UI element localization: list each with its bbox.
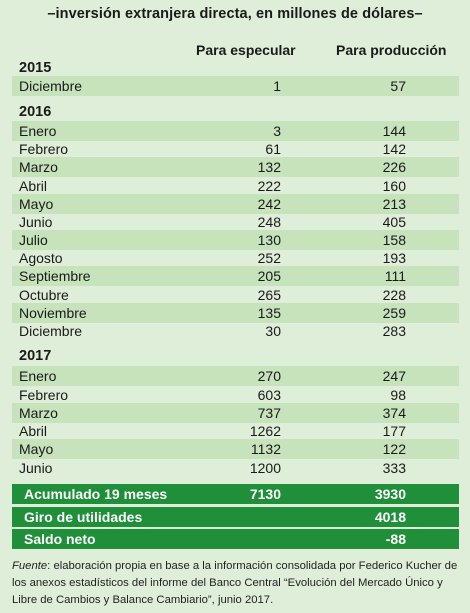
row-label: Junio [19,214,53,230]
row-label: Enero [19,123,57,139]
accumulated-label: Acumulado 19 meses [24,486,168,502]
speculate-value: 130 [257,232,281,248]
speculate-value: 3 [273,123,281,139]
speculate-value: 1200 [249,460,281,476]
production-value: 142 [382,141,406,157]
production-value: 57 [390,78,406,94]
source-prefix: Fuente [12,560,48,572]
net-balance-label: Saldo neto [24,531,96,547]
production-value: 144 [382,123,406,139]
production-value: 177 [382,423,406,439]
table-row: Mayo 1132 122 [12,439,459,459]
column-header-production: Para producción [336,42,447,58]
year-heading-2016: 2016 [19,104,52,120]
speculate-value: 242 [257,196,281,212]
table-row: Marzo 132 226 [12,157,459,177]
net-balance-value: -88 [385,531,406,547]
year-heading-2015: 2015 [19,60,52,76]
table-row: Febrero 603 98 [12,385,459,405]
production-value: 226 [382,159,406,175]
table-row: Abril 1262 177 [12,421,459,441]
row-label: Diciembre [19,78,83,94]
production-value: 158 [382,232,406,248]
table-row: Junio 248 405 [12,212,459,232]
table-row: Agosto 252 193 [12,248,459,268]
production-value: 374 [382,405,406,421]
production-value: 193 [382,250,406,266]
profits-value: 4018 [374,509,406,525]
table-row: Diciembre 30 283 [12,321,459,341]
row-label: Marzo [19,159,58,175]
table-row: Junio 1200 333 [12,458,459,478]
source-note: Fuente: elaboración propia en base a la … [12,558,462,609]
accumulated-row: Acumulado 19 meses 7130 3930 [12,484,459,504]
net-balance-row: Saldo neto -88 [12,529,459,549]
production-value: 259 [382,305,406,321]
column-header-speculate: Para especular [196,42,296,58]
speculate-value: 603 [257,387,281,403]
table-row: Enero 270 247 [12,366,459,386]
production-value: 98 [390,387,406,403]
production-value: 122 [382,441,406,457]
row-label: Agosto [19,250,63,266]
production-value: 247 [382,368,406,384]
speculate-value: 265 [257,287,281,303]
production-value: 333 [382,460,406,476]
speculate-value: 252 [257,250,281,266]
table-row: Abril 222 160 [12,176,459,196]
speculate-value: 1 [273,78,281,94]
row-label: Junio [19,460,53,476]
row-label: Abril [19,178,48,194]
profits-row: Giro de utilidades 4018 [12,507,459,527]
speculate-value: 205 [257,268,281,284]
year-heading-2017: 2017 [19,348,52,364]
table-row: Septiembre 205 111 [12,266,459,286]
speculate-value: 61 [265,141,281,157]
production-value: 213 [382,196,406,212]
row-label: Marzo [19,405,58,421]
speculate-value: 132 [257,159,281,175]
row-label: Julio [19,232,48,248]
production-value: 111 [384,268,406,284]
speculate-value: 248 [257,214,281,230]
table-row: Noviembre 135 259 [12,303,459,323]
production-value: 228 [382,287,406,303]
row-label: Octubre [19,287,69,303]
row-label: Enero [19,368,57,384]
row-label: Abril [19,423,48,439]
row-label: Febrero [19,387,69,403]
row-label: Diciembre [19,323,83,339]
table-row: Mayo 242 213 [12,194,459,214]
speculate-value: 222 [257,178,281,194]
row-label: Mayo [19,441,54,457]
speculate-value: 30 [265,323,281,339]
accumulated-production-value: 3930 [374,486,406,502]
row-label: Febrero [19,141,69,157]
production-value: 283 [382,323,406,339]
production-value: 160 [382,178,406,194]
row-label: Mayo [19,196,54,212]
row-label: Noviembre [19,305,87,321]
table-row: Enero 3 144 [12,121,459,141]
speculate-value: 135 [257,305,281,321]
speculate-value: 270 [257,368,281,384]
profits-label: Giro de utilidades [24,509,143,525]
table-row: Febrero 61 142 [12,139,459,159]
accumulated-speculate-value: 7130 [249,486,281,502]
table-row: Julio 130 158 [12,230,459,250]
table-row: Octubre 265 228 [12,285,459,305]
speculate-value: 737 [257,405,281,421]
table-title: –inversión extranjera directa, en millon… [47,6,423,22]
speculate-value: 1132 [250,441,281,457]
table-row: Diciembre 1 57 [12,76,459,96]
table-row: Marzo 737 374 [12,403,459,423]
source-text: : elaboración propia en base a la inform… [12,560,458,606]
row-label: Septiembre [19,268,91,284]
speculate-value: 1262 [249,423,281,439]
production-value: 405 [382,214,406,230]
